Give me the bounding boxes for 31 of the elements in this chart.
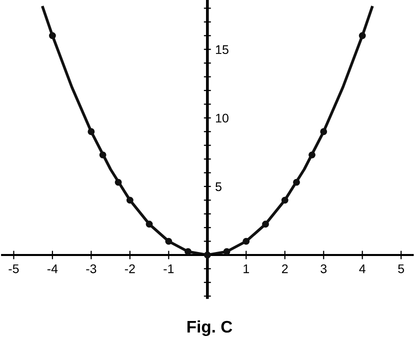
- y-tick-label: 15: [216, 45, 228, 54]
- y-tick-label: 10: [216, 114, 228, 123]
- y-tick-label: 5: [216, 182, 222, 192]
- point: [223, 248, 230, 256]
- x-tick-label: 2: [282, 264, 288, 274]
- x-tick-label: 1: [244, 264, 250, 274]
- point: [320, 128, 328, 136]
- point: [204, 252, 211, 258]
- point: [126, 196, 134, 204]
- point: [88, 128, 95, 136]
- x-tick-label: 4: [359, 264, 366, 274]
- x-tick-label: 5: [398, 264, 404, 274]
- x-tick-label: -4: [47, 264, 58, 274]
- x-tick-label: -5: [8, 264, 19, 274]
- point: [99, 151, 106, 158]
- point: [262, 220, 269, 228]
- x-tick-label: -3: [86, 264, 96, 274]
- x-tick-label: -1: [164, 264, 174, 274]
- point: [308, 151, 316, 158]
- point: [184, 248, 192, 256]
- point: [48, 32, 56, 40]
- point: [242, 238, 250, 245]
- text: Fig. C: [187, 320, 232, 336]
- point: [114, 178, 122, 186]
- point: [293, 178, 300, 186]
- point: [146, 220, 153, 228]
- point: [165, 238, 172, 245]
- point: [358, 32, 366, 40]
- x-tick-label: 3: [320, 264, 327, 274]
- x-tick-label: -2: [124, 264, 135, 274]
- point: [281, 196, 288, 204]
